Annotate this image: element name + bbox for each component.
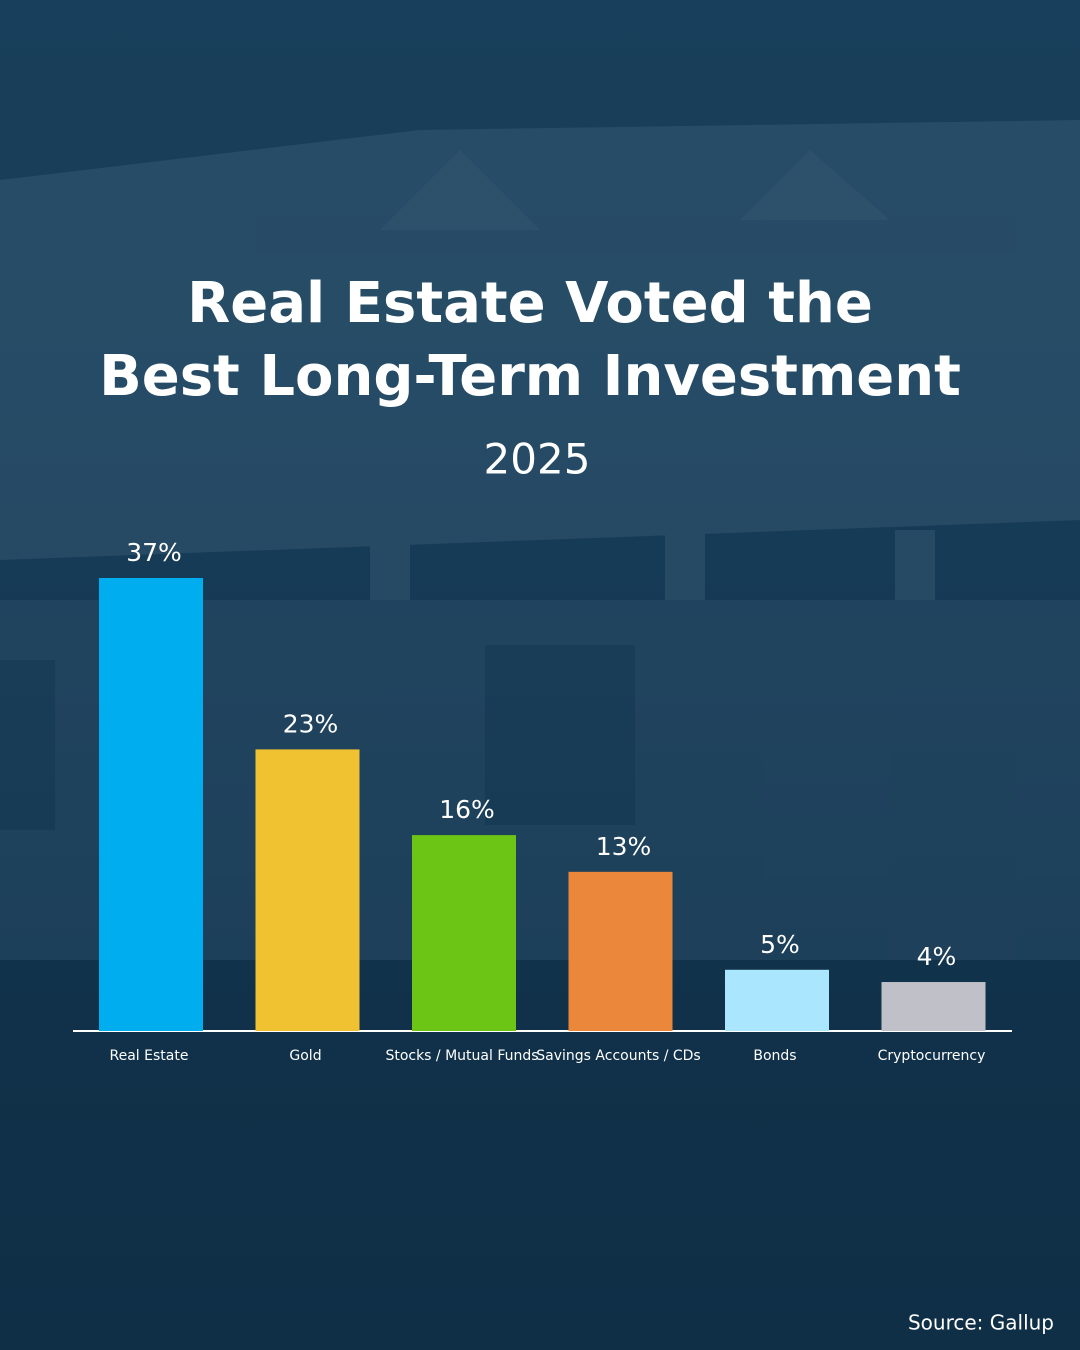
x-tick-label: Gold: [289, 1048, 321, 1064]
value-label: 23%: [283, 709, 339, 738]
value-label: 37%: [126, 538, 182, 567]
bar: [255, 749, 360, 1031]
bar: [412, 835, 516, 1031]
x-tick-label: Stocks / Mutual Funds: [385, 1048, 538, 1064]
bar: [99, 578, 203, 1031]
value-label: 16%: [439, 795, 495, 824]
chart-subtitle: 2025: [484, 435, 591, 484]
x-tick-label: Savings Accounts / CDs: [536, 1048, 700, 1064]
chart-title: Real Estate Voted the: [187, 271, 873, 336]
bar: [568, 871, 673, 1031]
x-tick-label: Real Estate: [110, 1048, 189, 1064]
bar: [725, 969, 829, 1031]
value-label: 13%: [596, 832, 652, 861]
bar: [881, 982, 986, 1031]
x-tick-label: Bonds: [753, 1048, 796, 1064]
value-label: 5%: [760, 930, 800, 959]
x-tick-label: Cryptocurrency: [878, 1048, 986, 1064]
value-label: 4%: [917, 942, 957, 971]
chart-title: Best Long-Term Investment: [99, 344, 961, 409]
source: Source: Gallup: [908, 1311, 1054, 1335]
